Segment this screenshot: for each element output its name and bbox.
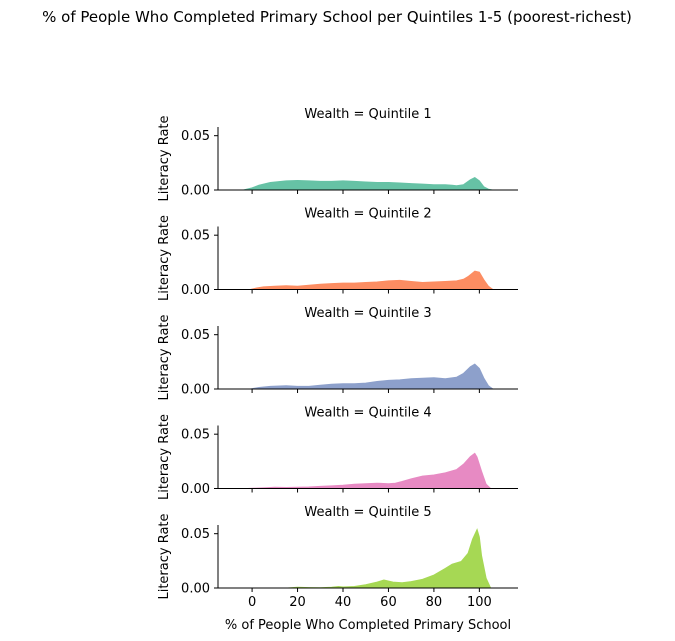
facet-panel-3: Wealth = Quintile 3 0.00 0.05 Literacy Rate [157, 306, 518, 401]
y-axis-label: Literacy Rate [157, 513, 172, 599]
y-tick-label: 0.00 [181, 383, 210, 398]
y-tick-label: 0.00 [181, 582, 210, 597]
y-tick-label: 0.00 [181, 482, 210, 497]
x-tick-label: 80 [426, 595, 443, 610]
facet-panel-1: Wealth = Quintile 1 0.00 0.05 Literacy Rate [157, 107, 518, 202]
density-area [249, 363, 495, 390]
facet-title: Wealth = Quintile 2 [304, 207, 431, 222]
y-axis-label: Literacy Rate [157, 215, 172, 301]
density-area [249, 270, 495, 290]
panel-grid: Wealth = Quintile 1 0.00 0.05 Literacy Rate… [157, 107, 518, 610]
density-area [286, 528, 492, 589]
y-axis-label: Literacy Rate [157, 414, 172, 500]
y-tick-label: 0.05 [181, 328, 210, 343]
y-tick-label: 0.05 [181, 527, 210, 542]
y-axis-label: Literacy Rate [157, 115, 172, 201]
facet-panel-5: Wealth = Quintile 5 0.00 0.05 Literacy Rate… [157, 505, 518, 610]
x-tick-label: 40 [335, 595, 352, 610]
x-axis-label: % of People Who Completed Primary School [225, 618, 511, 633]
y-tick-label: 0.05 [181, 229, 210, 244]
x-tick-label: 100 [467, 595, 492, 610]
facet-title: Wealth = Quintile 5 [304, 505, 431, 520]
x-tick-label: 20 [289, 595, 306, 610]
facet-title: Wealth = Quintile 4 [304, 406, 431, 421]
y-axis-label: Literacy Rate [157, 314, 172, 400]
facet-title: Wealth = Quintile 3 [304, 306, 431, 321]
facet-panel-2: Wealth = Quintile 2 0.00 0.05 Literacy Rate [157, 207, 518, 301]
y-tick-label: 0.00 [181, 283, 210, 298]
x-tick-label: 0 [248, 595, 256, 610]
density-area [245, 452, 492, 489]
y-tick-label: 0.05 [181, 428, 210, 443]
chart-title: % of People Who Completed Primary School… [42, 8, 632, 26]
facet-panel-4: Wealth = Quintile 4 0.00 0.05 Literacy Rate [157, 406, 518, 500]
y-tick-label: 0.05 [181, 129, 210, 144]
x-tick-label: 60 [380, 595, 397, 610]
density-area [242, 177, 494, 191]
facet-title: Wealth = Quintile 1 [304, 107, 431, 122]
y-tick-label: 0.00 [181, 184, 210, 199]
